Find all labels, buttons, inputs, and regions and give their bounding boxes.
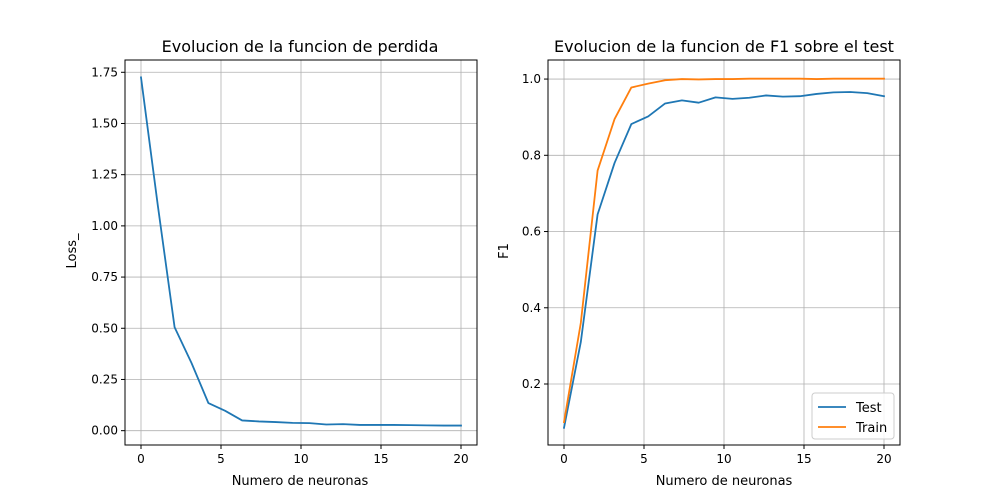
f1-y-tick-label: 0.2 — [522, 377, 541, 391]
loss-y-axis-label: Loss_ — [65, 233, 80, 269]
f1-y-tick-label: 0.4 — [522, 301, 541, 315]
f1-chart-title: Evolucion de la funcion de F1 sobre el t… — [554, 37, 894, 56]
loss-y-tick-label: 0.00 — [91, 424, 118, 438]
f1-x-tick-label: 0 — [560, 452, 568, 466]
loss-y-tick-label: 1.25 — [91, 168, 118, 182]
loss-y-tick-label: 1.00 — [91, 219, 118, 233]
f1-legend: Test Train — [811, 392, 895, 440]
f1-chart-panel: Evolucion de la funcion de F1 sobre el t… — [497, 37, 901, 489]
f1-x-tick-label: 15 — [796, 452, 811, 466]
loss-y-tick-label: 1.50 — [91, 116, 118, 130]
loss-x-tick-label: 20 — [453, 452, 468, 466]
f1-legend-label-train: Train — [855, 421, 887, 436]
loss-x-tick-label: 15 — [373, 452, 388, 466]
loss-y-tick-label: 0.25 — [91, 372, 118, 386]
f1-y-axis-label: F1 — [497, 243, 512, 259]
loss-x-axis-label: Numero de neuronas — [232, 474, 369, 489]
f1-series-line-train — [562, 77, 885, 424]
loss-x-tick-label: 10 — [293, 452, 308, 466]
f1-y-tick-label: 1.0 — [522, 72, 541, 86]
f1-x-tick-label: 5 — [640, 452, 648, 466]
f1-x-axis-label: Numero de neuronas — [656, 474, 793, 489]
f1-y-tick-label: 0.6 — [522, 225, 541, 239]
loss-x-tick-label: 5 — [217, 452, 225, 466]
loss-y-tick-label: 0.75 — [91, 270, 118, 284]
loss-chart-panel: Evolucion de la funcion de perdida Numer… — [65, 37, 478, 489]
loss-y-tick-label: 0.50 — [91, 321, 118, 335]
f1-x-tick-label: 10 — [716, 452, 731, 466]
f1-series-line-test — [562, 91, 886, 429]
f1-legend-label-test: Test — [855, 401, 882, 416]
loss-y-tick-label: 1.75 — [91, 65, 118, 79]
f1-x-tick-label: 20 — [876, 452, 891, 466]
loss-grid — [125, 60, 477, 445]
loss-chart-title: Evolucion de la funcion de perdida — [162, 37, 439, 56]
loss-x-tick-label: 0 — [137, 452, 145, 466]
loss-series-line-loss — [139, 76, 462, 427]
f1-y-tick-label: 0.8 — [522, 148, 541, 162]
